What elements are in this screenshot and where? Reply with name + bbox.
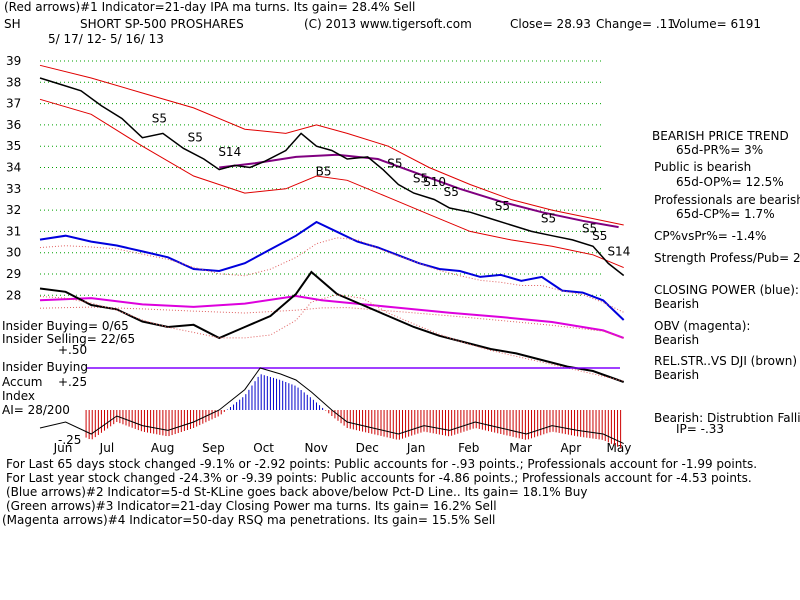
closing-power-line <box>39 220 625 321</box>
footer-green-arrows: (Green arrows)#3 Indicator=21-day Closin… <box>6 499 497 513</box>
y-tick-label: 37 <box>6 97 21 111</box>
distribution-stat: Bearish: Distrubtion Falling <box>654 411 800 425</box>
insider-selling-count: Insider Selling= 22/65 <box>2 332 136 346</box>
upper-band-line <box>39 64 624 226</box>
footer-year: For Last year stock changed -24.3% or -9… <box>6 471 752 485</box>
x-tick-label: May <box>607 441 632 455</box>
signal-label: S5 <box>152 111 167 125</box>
x-tick-label: Mar <box>509 441 532 455</box>
footer-blue-arrows: (Blue arrows)#2 Indicator=5-d St-KLine g… <box>6 485 588 499</box>
x-tick-label: Jun <box>53 441 73 455</box>
obv-label: OBV (magenta): <box>654 319 751 333</box>
obv-line-ma <box>39 306 624 339</box>
x-tick-label: Dec <box>356 441 379 455</box>
signal-label: S5 <box>387 157 402 171</box>
signal-label: S5 <box>444 185 459 199</box>
relstr-value: Bearish <box>654 368 700 382</box>
footer-magenta-arrows: (Magenta arrows)#4 Indicator=50-day RSQ … <box>2 513 496 527</box>
y-tick-label: 38 <box>6 75 21 89</box>
ticker-symbol: SH <box>4 17 21 31</box>
y-tick-label: 35 <box>6 139 21 153</box>
security-name: SHORT SP-500 PROSHARES <box>80 17 244 31</box>
relstr-label: REL.STR..VS DJI (brown) <box>654 354 798 368</box>
y-tick-label: 34 <box>6 161 21 175</box>
header-indicator-line: (Red arrows)#1 Indicator=21-day IPA ma t… <box>4 0 416 14</box>
index-label: Index <box>2 389 36 403</box>
x-tick-label: Nov <box>304 441 327 455</box>
y-tick-label: 32 <box>6 203 21 217</box>
x-tick-label: Oct <box>253 441 274 455</box>
footer-65day: For Last 65 days stock changed -9.1% or … <box>6 457 758 471</box>
x-tick-label: Aug <box>151 441 174 455</box>
obv-line <box>39 294 625 339</box>
pr-stat: 65d-PR%= 3% <box>676 143 764 157</box>
x-tick-label: Jul <box>99 441 114 455</box>
professionals-stat: Professionals are bearish <box>654 193 800 207</box>
accum-ma-line <box>39 367 624 445</box>
y-tick-label: 31 <box>6 224 21 238</box>
trend-title: BEARISH PRICE TREND <box>652 129 789 143</box>
closing-power-value: Bearish <box>654 297 700 311</box>
y-tick-label: 33 <box>6 182 21 196</box>
signal-label: S5 <box>541 212 556 226</box>
cp-stat: 65d-CP%= 1.7% <box>676 207 775 221</box>
y-tick-label: 29 <box>6 267 21 281</box>
lower-band-line <box>39 98 624 269</box>
signal-label: S5 <box>188 131 203 145</box>
moving-average-line <box>219 153 619 229</box>
y-tick-label: 39 <box>6 54 21 68</box>
insider-buying-count: Insider Buying= 0/65 <box>2 319 129 333</box>
signal-label: S5 <box>413 172 428 186</box>
closing-power-label: CLOSING POWER (blue): <box>654 283 799 297</box>
signal-label: S5 <box>582 222 597 236</box>
signal-label: S14 <box>607 244 630 258</box>
obv-value: Bearish <box>654 333 700 347</box>
copyright: (C) 2013 www.tigersoft.com <box>304 17 472 31</box>
x-tick-label: Apr <box>560 441 581 455</box>
date-range: 5/ 17/ 12- 5/ 16/ 13 <box>48 32 164 46</box>
y-tick-label: 30 <box>6 246 21 260</box>
level-plus-50: +.50 <box>58 343 88 357</box>
x-tick-label: Jan <box>406 441 426 455</box>
signal-label: S5 <box>495 199 510 213</box>
cpvspr-stat: CP%vsPr%= -1.4% <box>654 229 767 243</box>
level-plus-25: +.25 <box>58 375 88 389</box>
volume-value: Volume= 6191 <box>672 17 762 31</box>
closing-power-line-ma <box>39 237 624 313</box>
accum-label: Accum <box>2 375 43 389</box>
y-tick-label: 36 <box>6 118 21 132</box>
relstr-line <box>39 270 625 383</box>
signal-label: S14 <box>218 145 241 159</box>
price-line <box>39 77 625 277</box>
ip-stat: IP= -.33 <box>676 422 725 436</box>
y-tick-label: 28 <box>6 288 21 302</box>
strength-stat: Strength Profess/Pub= 2.1 <box>654 251 800 265</box>
insider-buying-label: Insider Buying <box>2 360 88 374</box>
public-stat: Public is bearish <box>654 160 752 174</box>
ai-stat: AI= 28/200 <box>2 403 70 417</box>
op-stat: 65d-OP%= 12.5% <box>676 175 784 189</box>
signal-label: S10 <box>423 175 446 189</box>
level-minus-25: -.25 <box>58 433 82 447</box>
x-tick-label: Feb <box>458 441 479 455</box>
signal-label: B5 <box>316 165 332 179</box>
signal-label: S5 <box>592 229 607 243</box>
change-value: Change= .11 <box>596 17 675 31</box>
close-value: Close= 28.93 <box>510 17 591 31</box>
x-tick-label: Sep <box>202 441 225 455</box>
